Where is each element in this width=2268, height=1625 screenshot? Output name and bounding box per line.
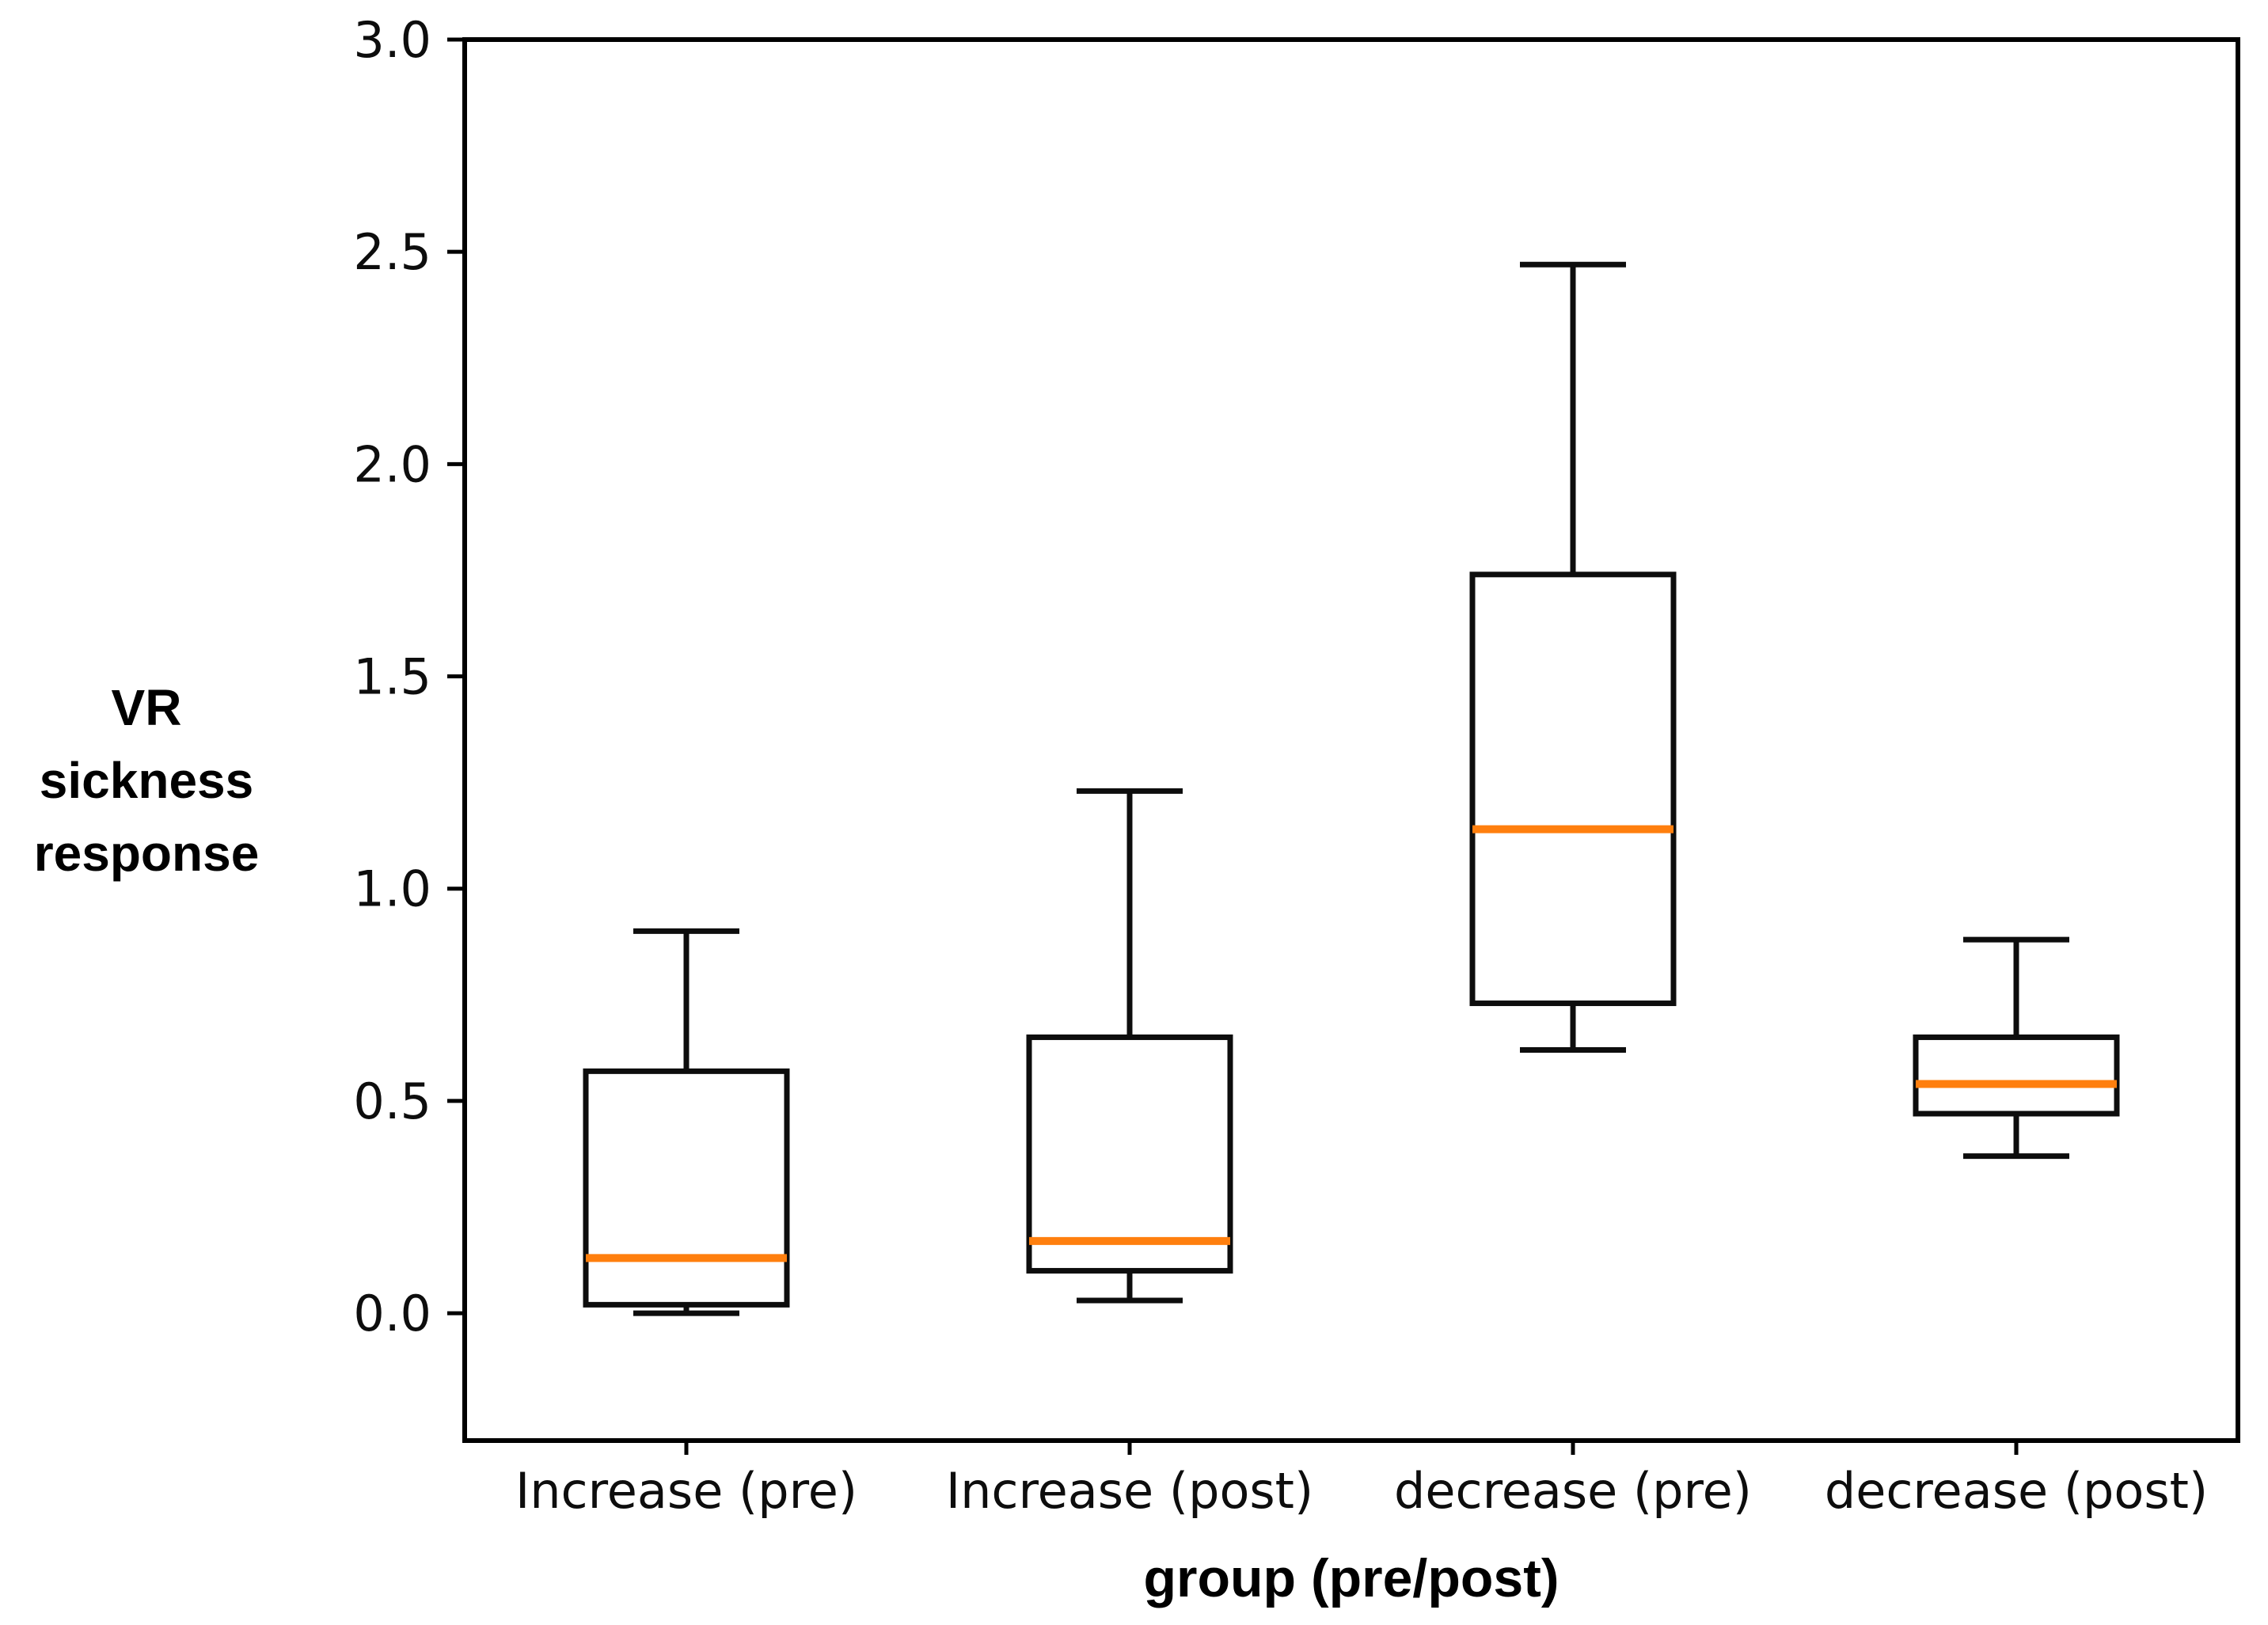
y-tick-label: 2.0 (353, 435, 431, 493)
y-tick-label: 3.0 (353, 11, 431, 69)
x-tick-labels: Increase (pre) Increase (post) decrease (p… (515, 1462, 2208, 1520)
y-axis-title-line1: VR sickness (39, 679, 254, 809)
x-axis-title: group (pre/post) (1143, 1548, 1559, 1608)
y-tick-label: 0.5 (353, 1073, 431, 1130)
x-tick-label: decrease (pre) (1394, 1462, 1752, 1520)
y-tick-label: 1.5 (353, 648, 431, 706)
box-decrease-pre (1469, 261, 1677, 1054)
box-increase-post (1026, 788, 1233, 1304)
box-decrease-post (1913, 936, 2120, 1160)
plot-frame (462, 37, 2240, 1443)
box-increase-pre (583, 928, 790, 1316)
x-tick-label: Increase (pre) (515, 1462, 857, 1520)
x-tick-label: decrease (post) (1825, 1462, 2208, 1520)
y-tick-label: 0.0 (353, 1285, 431, 1342)
box-rect (1913, 1034, 2120, 1117)
box-rect (583, 1068, 790, 1308)
y-axis-ticks: 0.0 0.5 1.0 1.5 2.0 2.5 3.0 (353, 11, 465, 1342)
x-tick-label: Increase (post) (946, 1462, 1313, 1520)
y-tick-label: 2.5 (353, 223, 431, 281)
box-rect (1026, 1034, 1233, 1274)
box-series (583, 261, 2120, 1316)
box-rect (1469, 571, 1677, 1007)
x-axis-ticks (684, 1441, 2019, 1455)
y-tick-label: 1.0 (353, 860, 431, 918)
y-axis-title: VR sickness response (0, 671, 293, 890)
y-axis-title-line2: response (33, 825, 260, 882)
